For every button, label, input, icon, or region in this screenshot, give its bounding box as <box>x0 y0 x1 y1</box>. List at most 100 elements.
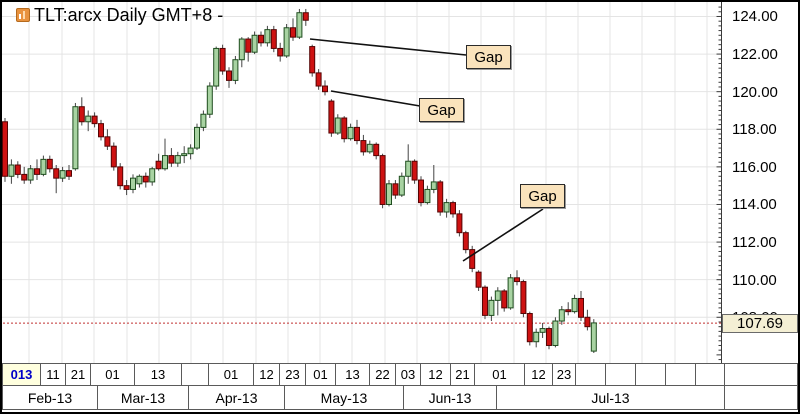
candle-body-up[interactable] <box>398 175 405 196</box>
time-axis-cell[interactable]: 21 <box>450 363 475 386</box>
time-axis-cell[interactable]: 01 <box>208 363 254 386</box>
candle-body-up[interactable] <box>424 188 431 204</box>
candle-body-down[interactable] <box>104 136 111 147</box>
candle-body-down[interactable] <box>520 281 527 315</box>
candle-body-up[interactable] <box>162 155 168 170</box>
time-axis-cell[interactable]: 01 <box>474 363 525 386</box>
time-axis-cell[interactable]: Jun-13 <box>403 385 497 410</box>
candle-body-down[interactable] <box>501 290 508 309</box>
candle-body-down[interactable] <box>14 164 21 175</box>
candle-body-down[interactable] <box>309 46 316 74</box>
candle-body-up[interactable] <box>85 115 92 123</box>
candle-body-down[interactable] <box>245 38 252 53</box>
candle-body-up[interactable] <box>347 126 354 140</box>
time-axis-cell[interactable]: 13 <box>335 363 370 386</box>
candle-body-up[interactable] <box>430 181 437 190</box>
candle-body-up[interactable] <box>59 170 66 179</box>
candle-body-up[interactable] <box>264 29 271 44</box>
candle-body-up[interactable] <box>40 158 47 175</box>
candlestick-chart-canvas[interactable] <box>2 2 723 363</box>
candle-body-up[interactable] <box>334 117 341 134</box>
candle-body-down[interactable] <box>53 168 60 179</box>
candle-body-up[interactable] <box>8 164 15 177</box>
candle-body-down[interactable] <box>110 145 117 168</box>
candle-body-down[interactable] <box>360 140 367 153</box>
candle-body-up[interactable] <box>149 168 156 183</box>
candle-body-down[interactable] <box>91 115 98 125</box>
candle-body-up[interactable] <box>72 106 79 170</box>
gap-annotation-label[interactable]: Gap <box>520 184 565 208</box>
candle-body-up[interactable] <box>488 299 495 316</box>
time-axis-cell[interactable]: 22 <box>369 363 396 386</box>
candle-body-down[interactable] <box>328 100 335 134</box>
candle-body-down[interactable] <box>123 185 130 190</box>
candle-body-down[interactable] <box>66 170 72 177</box>
candle-body-down[interactable] <box>226 70 232 81</box>
candle-body-up[interactable] <box>552 320 559 346</box>
candle-body-down[interactable] <box>2 121 8 177</box>
candle-body-up[interactable] <box>187 147 194 155</box>
candle-body-down[interactable] <box>456 213 463 234</box>
time-axis-cell[interactable]: 01 <box>305 363 336 386</box>
time-axis-cell[interactable]: May-13 <box>284 385 404 410</box>
candle-body-up[interactable] <box>533 331 540 343</box>
time-axis-cell[interactable]: 12 <box>524 363 553 386</box>
candle-body-down[interactable] <box>117 166 124 187</box>
candle-body-down[interactable] <box>98 123 104 138</box>
candle-body-up[interactable] <box>590 322 597 352</box>
candle-body-down[interactable] <box>270 29 277 49</box>
candle-body-down[interactable] <box>21 173 28 181</box>
time-axis-cell[interactable]: 03 <box>395 363 421 386</box>
candle-body-down[interactable] <box>142 175 149 183</box>
candle-body-down[interactable] <box>546 328 552 346</box>
candle-body-down[interactable] <box>258 34 264 44</box>
candle-body-down[interactable] <box>290 27 296 38</box>
candle-body-down[interactable] <box>277 47 284 57</box>
gap-annotation-label[interactable]: Gap <box>466 45 511 69</box>
time-axis-cell[interactable]: Mar-13 <box>97 385 189 410</box>
candle-body-down[interactable] <box>302 12 309 21</box>
time-axis-cell[interactable]: 13 <box>134 363 182 386</box>
candle-body-up[interactable] <box>494 290 501 301</box>
candle-body-down[interactable] <box>482 286 488 316</box>
candle-body-up[interactable] <box>194 126 200 149</box>
time-axis-cell[interactable]: 12 <box>420 363 451 386</box>
candle-body-down[interactable] <box>168 155 175 164</box>
time-axis-cell[interactable]: 23 <box>279 363 306 386</box>
candle-body-up[interactable] <box>200 113 207 128</box>
time-axis-cell[interactable]: 013 <box>2 363 41 386</box>
time-axis-cell[interactable]: 11 <box>40 363 66 386</box>
candle-body-up[interactable] <box>174 155 181 164</box>
candle-body-up[interactable] <box>181 153 188 157</box>
candle-body-up[interactable] <box>238 38 245 61</box>
candle-body-down[interactable] <box>469 249 476 269</box>
candle-body-up[interactable] <box>232 59 239 81</box>
time-axis-cell-empty[interactable] <box>665 363 696 386</box>
candle-body-down[interactable] <box>354 126 360 142</box>
candle-body-down[interactable] <box>584 316 591 328</box>
candle-body-down[interactable] <box>341 117 348 140</box>
candle-body-down[interactable] <box>526 313 533 343</box>
time-axis-cell-empty[interactable] <box>181 363 209 386</box>
candle-body-down[interactable] <box>315 72 322 87</box>
candle-body-up[interactable] <box>283 27 290 57</box>
candle-body-down[interactable] <box>46 158 53 170</box>
time-axis-cell[interactable]: Apr-13 <box>188 385 285 410</box>
candle-body-down[interactable] <box>34 168 40 175</box>
candle-body-up[interactable] <box>443 202 450 213</box>
candle-body-up[interactable] <box>27 168 34 181</box>
time-axis-cell[interactable]: 01 <box>90 363 135 386</box>
candle-body-up[interactable] <box>558 309 565 322</box>
candle-body-up[interactable] <box>296 12 303 38</box>
candle-body-down[interactable] <box>475 271 482 288</box>
candle-body-down[interactable] <box>373 143 380 157</box>
candle-body-up[interactable] <box>136 175 143 185</box>
time-axis-cell[interactable]: 12 <box>253 363 280 386</box>
time-axis-cell[interactable]: Jul-13 <box>496 385 725 410</box>
time-axis-cell[interactable]: 23 <box>552 363 576 386</box>
candle-body-down[interactable] <box>379 155 386 205</box>
candle-body-down[interactable] <box>411 160 418 181</box>
candle-body-up[interactable] <box>539 328 546 333</box>
candle-body-up[interactable] <box>130 177 136 190</box>
time-axis-cell[interactable]: 21 <box>65 363 91 386</box>
